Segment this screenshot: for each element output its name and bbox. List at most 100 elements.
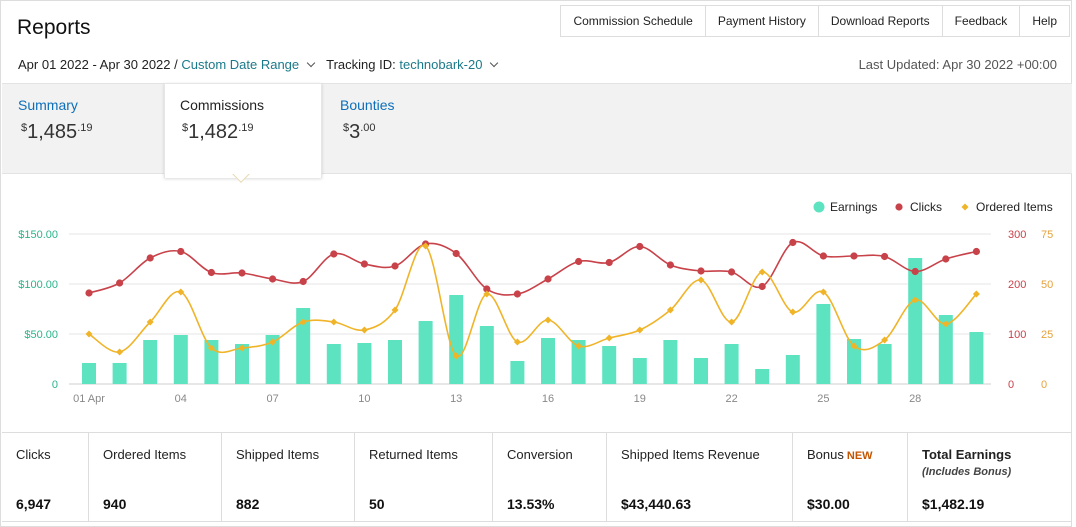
- left-axis-tick-label: 0: [52, 379, 58, 391]
- earnings-bar: [235, 344, 249, 384]
- earnings-bar: [571, 340, 586, 384]
- earnings-bar: [694, 358, 708, 384]
- clicks-point: [483, 285, 491, 293]
- clicks-point: [360, 260, 368, 268]
- ordered-items-line: [88, 244, 977, 358]
- legend-earnings-icon: [813, 201, 825, 213]
- clicks-point: [789, 238, 797, 247]
- left-axis-tick-label: $100.00: [18, 279, 58, 291]
- ordered-items-point: [422, 242, 430, 250]
- stat-shipped-items: Shipped Items 882: [222, 433, 355, 521]
- chevron-down-icon[interactable]: [490, 58, 499, 68]
- new-badge: NEW: [846, 450, 873, 462]
- ordered-items-point: [85, 330, 93, 338]
- clicks-line: [88, 240, 977, 296]
- payment-history-link[interactable]: Payment History: [706, 6, 819, 36]
- x-axis-tick-label: 16: [542, 393, 554, 405]
- legend-label: Ordered Items: [976, 200, 1053, 214]
- ordered-items-point: [452, 352, 460, 360]
- feedback-link[interactable]: Feedback: [943, 6, 1021, 36]
- earnings-bar: [969, 332, 984, 384]
- tab-summary-value: $1,485.19: [21, 121, 93, 143]
- right-axis-tick-label: 100: [1008, 329, 1026, 341]
- clicks-point: [177, 247, 185, 256]
- clicks-point: [850, 252, 858, 260]
- clicks-point: [116, 279, 124, 287]
- earnings-bar: [541, 338, 555, 384]
- download-reports-link[interactable]: Download Reports: [819, 6, 943, 36]
- earnings-bar: [173, 335, 188, 384]
- earnings-bar: [663, 340, 678, 384]
- earnings-bar: [724, 344, 739, 384]
- earnings-bar: [877, 344, 892, 384]
- tab-commissions[interactable]: Commissions $1,482.19: [164, 83, 322, 178]
- earnings-bar: [908, 258, 923, 384]
- tracking-id-label: Tracking ID:: [326, 57, 396, 72]
- x-axis-tick-label: 22: [725, 393, 737, 405]
- right-axis-tick-label: 200: [1008, 279, 1026, 291]
- stat-returned-items: Returned Items 50: [355, 433, 493, 521]
- legend-label: Clicks: [910, 200, 942, 214]
- clicks-point: [85, 289, 93, 297]
- ordered-items-point: [575, 342, 583, 350]
- earnings-bar: [755, 369, 770, 384]
- clicks-point: [728, 268, 736, 276]
- commission-schedule-link[interactable]: Commission Schedule: [561, 6, 706, 36]
- stat-conversion: Conversion 13.53%: [493, 433, 607, 521]
- ordered-items-point: [483, 290, 491, 298]
- chevron-down-icon[interactable]: [306, 58, 316, 68]
- ordered-items-point: [728, 318, 736, 326]
- ordered-items-point: [666, 306, 674, 314]
- ordered-items-point: [360, 326, 368, 334]
- clicks-point: [605, 258, 613, 267]
- left-axis-tick-label: $150.00: [18, 229, 58, 241]
- earnings-bar: [143, 340, 158, 384]
- clicks-point: [911, 267, 919, 276]
- x-axis-tick-label: 19: [634, 393, 646, 405]
- legend-label: Earnings: [830, 200, 877, 214]
- clicks-point: [666, 261, 675, 269]
- tab-bounties[interactable]: Bounties $3.00: [340, 84, 460, 176]
- legend-clicks-icon: [895, 203, 903, 211]
- stat-ordered-items: Ordered Items 940: [89, 433, 222, 521]
- x-axis-tick-label: 28: [909, 393, 921, 405]
- x-axis-tick-label: 01 Apr: [73, 393, 105, 405]
- earnings-bar: [510, 361, 525, 384]
- page-title: Reports: [17, 16, 91, 39]
- stat-shipped-revenue: Shipped Items Revenue $43,440.63: [607, 433, 793, 521]
- right-axis2-tick-label: 75: [1041, 229, 1053, 241]
- right-axis2-tick-label: 50: [1041, 279, 1053, 291]
- earnings-bar: [265, 335, 280, 384]
- tab-summary[interactable]: Summary $1,485.19: [18, 84, 148, 176]
- legend-ordered-items-icon: [961, 203, 969, 211]
- stat-clicks: Clicks 6,947: [2, 433, 89, 521]
- ordered-items-point: [819, 288, 827, 296]
- x-axis-tick-label: 25: [817, 393, 829, 405]
- ordered-items-point: [697, 276, 705, 284]
- earnings-bar: [449, 295, 464, 384]
- stats-bar: Clicks 6,947 Ordered Items 940 Shipped I…: [2, 432, 1072, 522]
- tab-commissions-label: Commissions: [180, 97, 265, 113]
- tracking-id-selector[interactable]: technobark-20: [399, 57, 483, 72]
- ordered-items-point: [850, 342, 858, 350]
- clicks-point: [758, 282, 766, 291]
- clicks-point: [513, 290, 522, 298]
- clicks-point: [544, 275, 552, 283]
- stat-bonus: Bonus NEW $30.00: [793, 433, 908, 521]
- ordered-items-point: [789, 308, 797, 316]
- clicks-point: [207, 268, 215, 277]
- x-axis-tick-label: 10: [358, 393, 370, 405]
- clicks-point: [575, 257, 583, 266]
- tab-commissions-value: $1,482.19: [182, 121, 254, 143]
- ordered-items-point: [330, 318, 338, 326]
- clicks-point: [819, 252, 828, 260]
- earnings-bar: [847, 339, 861, 384]
- earnings-bar: [326, 344, 341, 384]
- ordered-items-point: [942, 320, 950, 328]
- date-range-selector[interactable]: Custom Date Range: [181, 57, 300, 72]
- help-link[interactable]: Help: [1020, 6, 1070, 36]
- clicks-point: [942, 255, 950, 263]
- clicks-point: [452, 249, 460, 258]
- earnings-chart: 0 0 0 $50.00 100 25 $100.00 200 50 $150.00 300 75 01…: [1, 186, 1076, 421]
- earnings-bar: [112, 363, 127, 384]
